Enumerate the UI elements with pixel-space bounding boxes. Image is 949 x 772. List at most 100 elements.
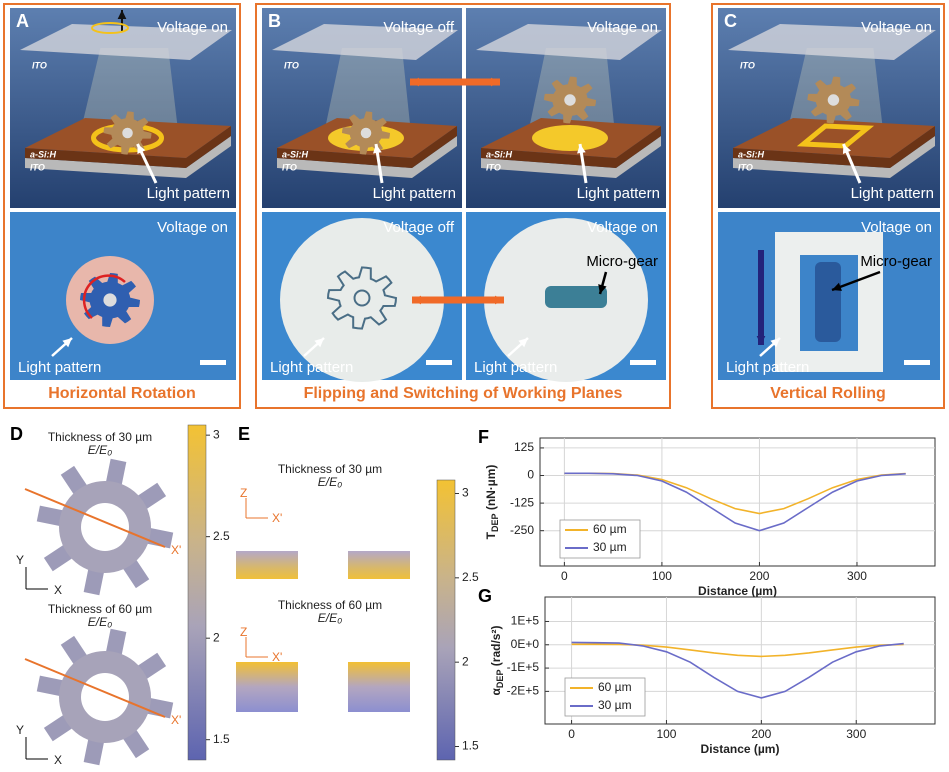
arrow-head bbox=[577, 144, 586, 154]
label: F bbox=[478, 427, 489, 447]
label: Y bbox=[16, 553, 24, 567]
rotation-arrow bbox=[91, 22, 129, 34]
label: X bbox=[54, 753, 62, 767]
section bbox=[236, 551, 298, 579]
label: X' bbox=[171, 713, 181, 727]
label: ITO bbox=[32, 60, 47, 70]
label: X' bbox=[272, 650, 282, 664]
label: 2.5 bbox=[213, 529, 230, 543]
arrow-head bbox=[412, 295, 422, 305]
substrate-side bbox=[277, 126, 457, 168]
gear bbox=[326, 266, 398, 330]
label: 2.5 bbox=[462, 570, 479, 584]
label: Light pattern bbox=[474, 359, 557, 376]
label: Z bbox=[240, 486, 247, 500]
arrow-head bbox=[62, 338, 72, 348]
legend-box bbox=[564, 677, 646, 717]
label: Light pattern bbox=[373, 185, 456, 202]
y-axis-label: TDEP (nN·µm) bbox=[484, 465, 500, 540]
arrow-head bbox=[137, 144, 146, 154]
y-label-unit: (rad/s²) bbox=[489, 626, 503, 670]
label: 0E+0 bbox=[511, 637, 540, 651]
rotation-arrow bbox=[82, 274, 126, 319]
label: Voltage on bbox=[587, 219, 658, 236]
label: X bbox=[54, 583, 62, 597]
cut-line bbox=[24, 658, 166, 718]
gear-hole bbox=[353, 289, 371, 307]
label: 1E+5 bbox=[511, 614, 540, 628]
label: Voltage off bbox=[383, 19, 454, 36]
label: Light pattern bbox=[726, 359, 809, 376]
label: Voltage on bbox=[861, 19, 932, 36]
substrate-gray bbox=[277, 136, 457, 178]
label: 2 bbox=[213, 630, 220, 644]
section bbox=[236, 662, 298, 712]
substrate-side bbox=[25, 126, 231, 168]
label: 60 µm bbox=[593, 522, 627, 536]
label: E/E₀ bbox=[88, 615, 112, 629]
cut-line bbox=[24, 488, 166, 548]
label: Vertical Rolling bbox=[770, 385, 886, 402]
gear-hole bbox=[81, 503, 129, 551]
scale-bar bbox=[630, 360, 656, 365]
label: Thickness of 60 µm bbox=[278, 598, 382, 612]
gear-hole bbox=[827, 94, 840, 106]
micro-gear bbox=[545, 286, 607, 308]
label: Voltage on bbox=[587, 19, 658, 36]
gear-hole bbox=[81, 673, 129, 721]
label: 300 bbox=[847, 569, 867, 583]
label: Micro-gear bbox=[860, 253, 932, 270]
label: D bbox=[10, 424, 23, 444]
scale-bar bbox=[426, 360, 452, 365]
label: a-Si:H bbox=[738, 149, 765, 159]
substrate-top bbox=[733, 118, 935, 158]
label: A bbox=[16, 11, 29, 31]
label: 200 bbox=[751, 727, 771, 741]
label: 30 µm bbox=[593, 540, 627, 554]
label: 1.5 bbox=[462, 739, 479, 753]
label: ITO bbox=[282, 162, 297, 172]
label: Distance (µm) bbox=[698, 584, 777, 598]
label: 0 bbox=[527, 468, 534, 482]
label: -125 bbox=[510, 495, 534, 509]
label: 3 bbox=[462, 486, 469, 500]
arrow-head bbox=[598, 284, 607, 294]
arrow-head bbox=[373, 144, 382, 154]
label: X' bbox=[171, 543, 181, 557]
label: 2 bbox=[462, 654, 469, 668]
label: ITO bbox=[30, 162, 45, 172]
label: Voltage on bbox=[157, 19, 228, 36]
arrow-head bbox=[490, 77, 500, 87]
label: 30 µm bbox=[598, 698, 632, 712]
label: Horizontal Rotation bbox=[48, 385, 196, 402]
label: X' bbox=[272, 511, 282, 525]
arrow-head bbox=[410, 77, 420, 87]
scale-bar bbox=[200, 360, 226, 365]
label: Light pattern bbox=[577, 185, 660, 202]
label: Thickness of 30 µm bbox=[278, 462, 382, 476]
colorbar bbox=[436, 479, 456, 761]
label: G bbox=[478, 586, 492, 606]
label: C bbox=[724, 11, 737, 31]
arrow-head bbox=[518, 338, 528, 348]
label: Micro-gear bbox=[586, 253, 658, 270]
arrow-head bbox=[832, 282, 842, 291]
label: 100 bbox=[652, 569, 672, 583]
substrate-gray bbox=[733, 136, 935, 178]
section bbox=[348, 551, 410, 579]
label: -250 bbox=[510, 523, 534, 537]
substrate-gray bbox=[25, 136, 231, 178]
light-pattern bbox=[796, 123, 875, 149]
legend-box bbox=[559, 519, 641, 559]
label: -2E+5 bbox=[507, 684, 540, 698]
arrow-head bbox=[314, 338, 324, 348]
label: -1E+5 bbox=[507, 660, 540, 674]
y-label-symbol: α bbox=[489, 687, 503, 695]
label: Voltage on bbox=[157, 219, 228, 236]
label: ITO bbox=[740, 60, 755, 70]
label: a-Si:H bbox=[486, 149, 513, 159]
colorbar bbox=[187, 424, 207, 761]
label: E bbox=[238, 424, 250, 444]
series-line bbox=[564, 472, 906, 532]
label: Light pattern bbox=[851, 185, 934, 202]
